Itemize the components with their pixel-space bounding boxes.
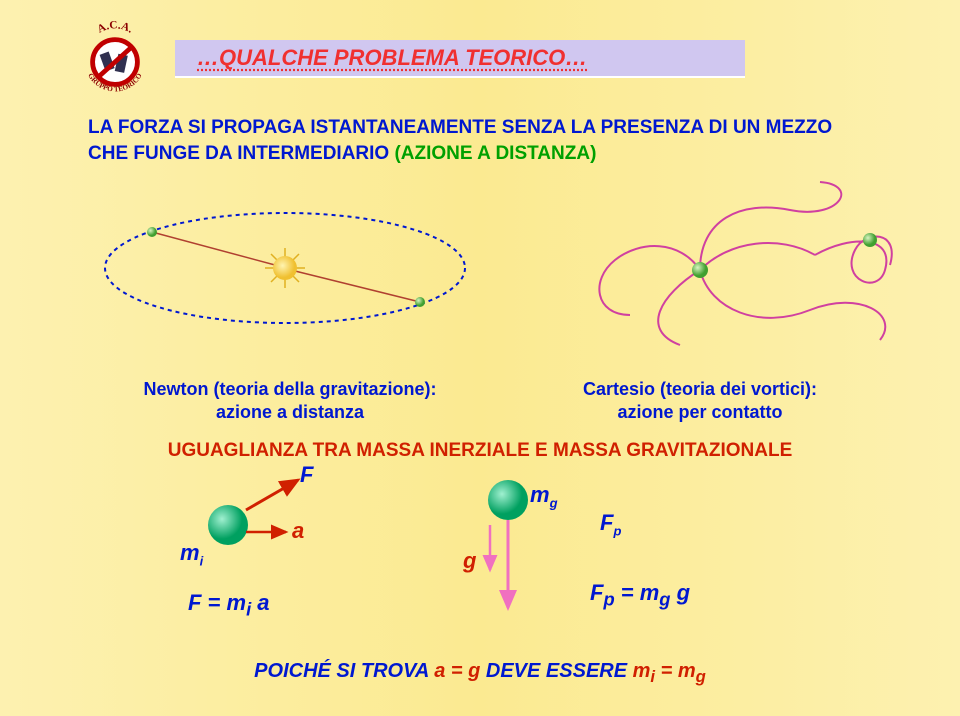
grav-ball bbox=[488, 480, 528, 520]
newton-planet bbox=[147, 227, 157, 237]
caption-newton: Newton (teoria della gravitazione): azio… bbox=[130, 378, 450, 425]
title-bar: …QUALCHE PROBLEMA TEORICO… bbox=[175, 40, 745, 78]
eq-grav: Fp = mg g bbox=[590, 580, 690, 610]
label-a: a bbox=[292, 518, 304, 544]
newton-planet bbox=[415, 297, 425, 307]
cartesio-planet bbox=[863, 233, 877, 247]
diagrams-svg bbox=[0, 180, 960, 360]
cartesio-planet bbox=[692, 262, 708, 278]
svg-text:A.C.A.: A.C.A. bbox=[96, 19, 136, 35]
conclusion-c: DEVE ESSERE bbox=[480, 660, 632, 682]
subtitle-block: LA FORZA SI PROPAGA ISTANTANEAMENTE SENZ… bbox=[88, 115, 888, 166]
subtitle-line2b: (AZIONE A DISTANZA) bbox=[394, 143, 596, 164]
conclusion: POICHÉ SI TROVA a = g DEVE ESSERE mi = m… bbox=[0, 660, 960, 687]
subtitle-line1: LA FORZA SI PROPAGA ISTANTANEAMENTE SENZ… bbox=[88, 117, 832, 138]
newton-force-line bbox=[152, 232, 275, 265]
logo-top-text: A.C.A. bbox=[96, 19, 136, 35]
conclusion-a: POICHÉ SI TROVA bbox=[254, 660, 434, 682]
cartesio-vortices bbox=[599, 182, 891, 345]
label-g: g bbox=[463, 548, 476, 574]
label-Fp: Fp bbox=[600, 510, 621, 538]
conclusion-b: a = g bbox=[434, 660, 480, 682]
label-F: F bbox=[300, 462, 313, 488]
newton-sun bbox=[265, 248, 305, 288]
conclusion-d: mi = mg bbox=[633, 660, 706, 682]
physics-svg bbox=[180, 470, 780, 640]
page-title: …QUALCHE PROBLEMA TEORICO… bbox=[197, 45, 587, 71]
aca-logo: A.C.A. GRUPPO TEORICO bbox=[75, 18, 155, 98]
caption-newton-l2: azione a distanza bbox=[216, 402, 364, 422]
label-mg: mg bbox=[530, 482, 558, 510]
inertial-ball bbox=[208, 505, 248, 545]
subtitle-line2a: CHE FUNGE DA INTERMEDIARIO bbox=[88, 143, 394, 164]
label-mi: mi bbox=[180, 540, 203, 568]
force-arrow bbox=[246, 480, 298, 510]
eq-inertial: F = mi a bbox=[188, 590, 270, 620]
caption-cartesio-l1: Cartesio (teoria dei vortici): bbox=[583, 379, 817, 399]
newton-force-line bbox=[295, 271, 420, 302]
physics-area: F a mi F = mi a mg g Fp Fp = mg g bbox=[180, 470, 780, 640]
caption-cartesio-l2: azione per contatto bbox=[617, 402, 782, 422]
caption-cartesio: Cartesio (teoria dei vortici): azione pe… bbox=[540, 378, 860, 425]
caption-newton-l1: Newton (teoria della gravitazione): bbox=[143, 379, 436, 399]
equality-text: UGUAGLIANZA TRA MASSA INERZIALE E MASSA … bbox=[0, 440, 960, 462]
